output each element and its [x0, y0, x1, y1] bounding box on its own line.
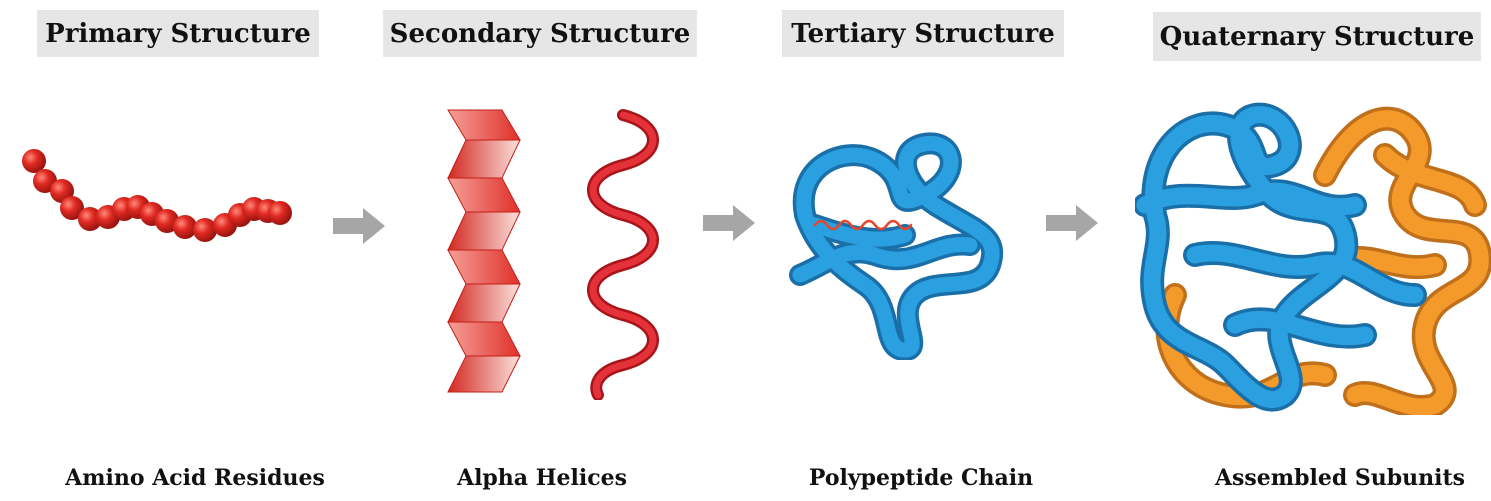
residue-beads — [22, 149, 292, 242]
pleat-segments — [447, 109, 521, 393]
caption-polypeptide-chain: Polypeptide Chain — [808, 465, 1034, 491]
alpha-helix-illustration — [587, 109, 659, 400]
assembled-subunits-illustration — [1135, 102, 1491, 415]
beta-pleated-sheet-illustration — [447, 109, 521, 393]
blue-tube — [789, 132, 1004, 360]
title-quaternary-structure: Quaternary Structure — [1153, 12, 1481, 61]
arrow-right-icon — [1046, 205, 1098, 241]
amino-acid-chain-illustration — [22, 149, 292, 242]
arrow-right-icon — [333, 208, 385, 244]
polypeptide-chain-illustration — [789, 132, 1004, 360]
title-primary-structure: Primary Structure — [37, 10, 319, 57]
helix-ribbon — [587, 109, 659, 400]
caption-amino-acid-residues: Amino Acid Residues — [65, 465, 325, 491]
embedded-helix-strand — [813, 219, 913, 231]
caption-alpha-helices: Alpha Helices — [457, 465, 627, 491]
blue-subunit — [1135, 102, 1427, 412]
title-tertiary-structure: Tertiary Structure — [782, 10, 1064, 57]
arrow-right-icon — [703, 205, 755, 241]
caption-assembled-subunits: Assembled Subunits — [1214, 465, 1466, 491]
title-secondary-structure: Secondary Structure — [383, 10, 697, 57]
